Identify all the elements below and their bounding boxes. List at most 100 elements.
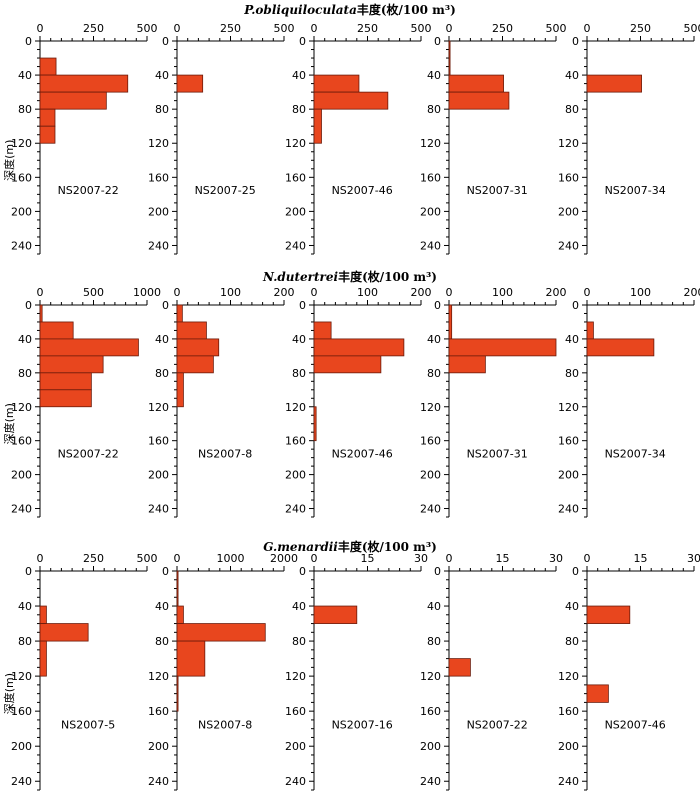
panel-label: NS2007-22 (58, 447, 119, 460)
y-tick-label: 40 (18, 600, 32, 613)
y-tick-label: 240 (558, 503, 579, 516)
x-tick-label: 200 (274, 286, 295, 299)
x-tick-label: 1000 (217, 552, 245, 565)
bar (39, 304, 43, 323)
x-tick-label: 250 (492, 22, 513, 35)
y-tick-label: 80 (18, 103, 32, 116)
x-tick-label: 100 (220, 286, 241, 299)
bar (176, 338, 220, 357)
y-tick-label: 240 (148, 775, 169, 788)
x-tick-label: 100 (492, 286, 513, 299)
x-tick-label: 0 (311, 286, 318, 299)
x-tick-label: 250 (83, 22, 104, 35)
x-tick-label: 15 (361, 552, 375, 565)
y-tick-label: 120 (285, 670, 306, 683)
y-tick-label: 200 (148, 205, 169, 218)
y-tick-label: 120 (558, 670, 579, 683)
bar (39, 389, 92, 408)
x-tick-label: 500 (411, 22, 432, 35)
y-tick-label: 80 (155, 103, 169, 116)
y-tick-label: 200 (285, 469, 306, 482)
y-tick-label: 200 (11, 469, 32, 482)
y-tick-label: 200 (558, 740, 579, 753)
y-tick-label: 240 (285, 239, 306, 252)
panel-label: NS2007-25 (195, 184, 256, 197)
y-tick-label: 160 (11, 171, 32, 184)
x-tick-label: 200 (546, 286, 567, 299)
y-tick-label: 40 (18, 333, 32, 346)
y-axis-title: 深度(m) (2, 403, 16, 444)
y-tick-label: 120 (148, 401, 169, 414)
y-tick-label: 240 (285, 775, 306, 788)
panel-label: NS2007-34 (605, 447, 666, 460)
y-tick-label: 80 (18, 635, 32, 648)
x-tick-label: 0 (584, 286, 591, 299)
y-tick-label: 40 (155, 69, 169, 82)
bar (39, 355, 104, 374)
y-tick-label: 40 (427, 333, 441, 346)
y-tick-label: 200 (558, 205, 579, 218)
panel-label: NS2007-46 (332, 447, 393, 460)
y-tick-label: 160 (148, 171, 169, 184)
row-title-species: G.menardii (263, 540, 338, 554)
y-tick-label: 160 (11, 435, 32, 448)
y-tick-label: 120 (420, 401, 441, 414)
bar (313, 321, 332, 340)
bar (448, 304, 453, 340)
bar (313, 338, 405, 357)
y-tick-label: 200 (420, 469, 441, 482)
bar (586, 605, 631, 624)
y-tick-label: 160 (148, 435, 169, 448)
y-tick-label: 120 (148, 670, 169, 683)
y-tick-label: 40 (155, 600, 169, 613)
bar (176, 74, 204, 93)
bar (176, 675, 179, 712)
y-tick-label: 80 (565, 635, 579, 648)
x-tick-label: 500 (546, 22, 567, 35)
y-tick-label: 240 (11, 239, 32, 252)
y-tick-label: 120 (558, 137, 579, 150)
bar (39, 372, 92, 391)
y-tick-label: 0 (434, 565, 441, 578)
row-title-p-obliquiloculata: P.obliquiloculata丰度(枚/100 m³) (0, 1, 700, 18)
y-tick-label: 200 (148, 469, 169, 482)
bar (313, 74, 360, 93)
x-tick-label: 0 (37, 552, 44, 565)
panel-label: NS2007-34 (605, 184, 666, 197)
y-axis-title: 深度(m) (2, 140, 16, 181)
y-tick-label: 0 (25, 299, 32, 312)
row-title-unit: 丰度(枚/100 m³) (337, 540, 437, 554)
y-tick-label: 40 (292, 69, 306, 82)
y-tick-label: 80 (155, 635, 169, 648)
y-tick-label: 80 (292, 635, 306, 648)
y-tick-label: 80 (155, 367, 169, 380)
y-tick-label: 200 (11, 205, 32, 218)
bar (176, 321, 207, 340)
y-tick-label: 160 (285, 171, 306, 184)
bar (313, 605, 358, 624)
y-tick-label: 120 (420, 137, 441, 150)
y-tick-label: 40 (427, 69, 441, 82)
y-tick-label: 200 (148, 740, 169, 753)
row-title-n-dutertrei: N.dutertrei丰度(枚/100 m³) (0, 268, 700, 285)
y-tick-label: 80 (292, 103, 306, 116)
panel-label: NS2007-5 (61, 718, 115, 731)
panel-label: NS2007-31 (467, 447, 528, 460)
y-tick-label: 40 (565, 600, 579, 613)
panel-label: NS2007-46 (332, 184, 393, 197)
row-title-g-menardii: G.menardii丰度(枚/100 m³) (0, 538, 700, 555)
y-tick-label: 160 (285, 705, 306, 718)
y-tick-label: 160 (420, 435, 441, 448)
x-tick-label: 0 (584, 552, 591, 565)
panel-label: NS2007-8 (198, 447, 252, 460)
bar (448, 74, 504, 93)
x-tick-label: 0 (311, 22, 318, 35)
bar (39, 57, 57, 76)
y-tick-label: 0 (162, 565, 169, 578)
x-tick-label: 15 (496, 552, 510, 565)
x-tick-label: 1000 (133, 286, 161, 299)
panel-label: NS2007-16 (332, 718, 393, 731)
y-tick-label: 0 (434, 35, 441, 48)
x-tick-label: 30 (687, 552, 700, 565)
